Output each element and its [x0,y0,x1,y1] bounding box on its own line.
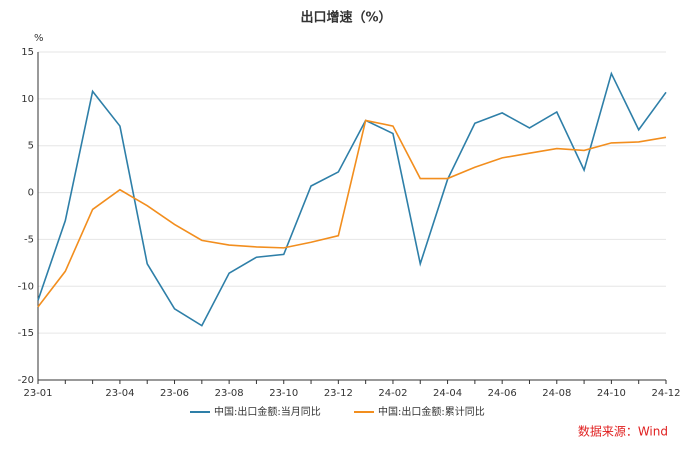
y-tick-label: -5 [24,234,34,245]
y-tick-label: -10 [18,281,34,292]
y-axis-label: % [34,33,44,44]
source-note: 数据来源：Wind [578,424,668,439]
legend-label: 中国:出口金额:当月同比 [214,405,321,418]
x-tick-label: 23-10 [269,388,298,399]
chart-title: 出口增速（%） [300,10,391,26]
x-tick-label: 23-12 [324,388,353,399]
x-tick-label: 24-12 [651,388,680,399]
y-tick-label: 5 [28,141,34,152]
y-tick-label: 0 [28,188,34,199]
x-tick-label: 23-06 [160,388,189,399]
y-tick-label: -15 [18,328,34,339]
x-tick-label: 24-08 [542,388,571,399]
x-tick-label: 24-10 [597,388,626,399]
x-tick-label: 24-02 [378,388,407,399]
x-tick-label: 24-04 [433,388,462,399]
series-line [37,71,667,327]
y-tick-label: 15 [21,47,34,58]
series-line [37,119,667,308]
x-tick-label: 23-08 [215,388,244,399]
y-tick-label: -20 [18,375,34,386]
legend-label: 中国:出口金额:累计同比 [378,405,485,418]
x-tick-label: 23-01 [23,388,52,399]
x-tick-label: 24-06 [488,388,517,399]
x-tick-label: 23-04 [105,388,134,399]
y-tick-label: 10 [21,94,34,105]
